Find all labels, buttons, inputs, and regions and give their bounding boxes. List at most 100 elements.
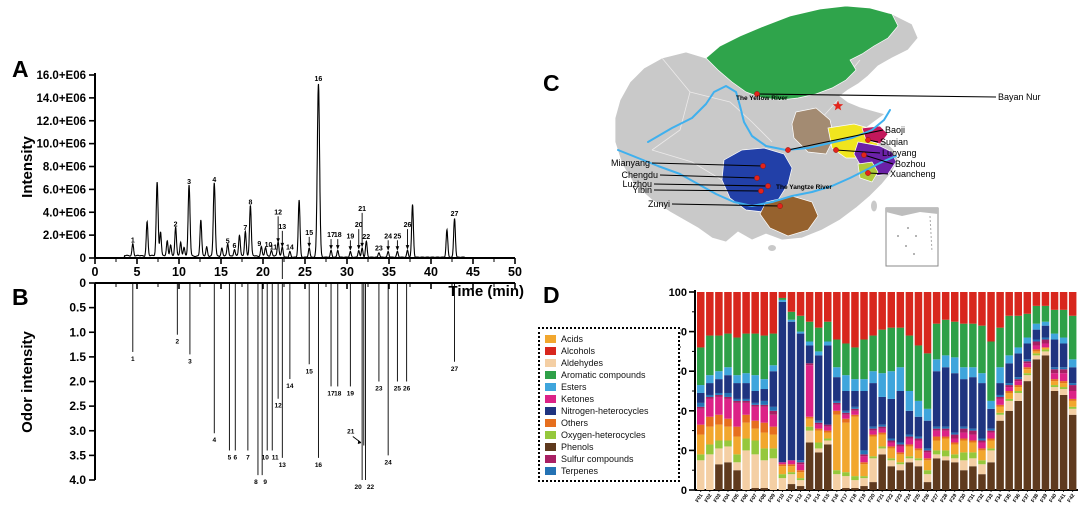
bar-segment <box>805 292 814 322</box>
bar-segment <box>724 392 732 397</box>
bar-segment <box>769 292 778 334</box>
bar-segment <box>860 476 868 479</box>
bar-segment <box>1014 387 1022 391</box>
bar-segment <box>869 436 877 457</box>
bar-segment <box>1014 377 1022 380</box>
bar-segment <box>1032 323 1041 330</box>
bar-segment <box>833 474 841 490</box>
bar-segment <box>760 422 768 433</box>
bar-segment <box>824 440 832 445</box>
bar-segment <box>969 440 977 443</box>
bar-segment <box>842 414 850 419</box>
bar-segment <box>869 458 877 483</box>
bar-segment <box>796 472 805 479</box>
legend-swatch <box>545 419 556 427</box>
bar-segment <box>941 428 950 431</box>
bar-segment <box>896 446 905 453</box>
city-marker-dot <box>865 170 871 176</box>
x-tick-label: 10 <box>172 265 186 279</box>
bar-segment <box>760 448 768 461</box>
bar-segment <box>697 347 705 386</box>
bar-segment <box>724 446 732 463</box>
chromatogram-plot: Intensity 0 5 10 15 20 25 30 35 40 45 5016.0+E0614… <box>19 70 522 279</box>
bar-segment <box>1014 292 1022 316</box>
bar-segment <box>1050 309 1059 334</box>
bar-category-label: F38 <box>1030 493 1040 504</box>
bar-segment <box>1023 313 1032 338</box>
stem-label: 13 <box>279 462 287 469</box>
legend-swatch <box>545 407 556 415</box>
bar-segment <box>706 383 714 395</box>
peak-label: 27 <box>451 211 459 218</box>
bar-segment <box>1014 385 1022 388</box>
bar-segment <box>796 478 805 481</box>
bar-segment <box>778 462 787 465</box>
bar-category-label: F15 <box>822 493 832 504</box>
bar-segment <box>778 464 787 467</box>
bar-segment <box>932 430 941 437</box>
city-marker-dot <box>833 147 839 153</box>
peak-label: 21 <box>358 206 366 213</box>
bar-segment <box>1005 391 1013 393</box>
bar-segment <box>923 458 932 461</box>
peak-label: 19 <box>346 233 354 240</box>
bar-segment <box>978 460 986 465</box>
city-marker-dot <box>754 175 760 181</box>
legend-label: Nitrogen-heterocycles <box>561 406 649 416</box>
bar-segment <box>914 345 923 401</box>
bar-category-label: F03 <box>713 493 723 504</box>
bar-segment <box>824 345 832 425</box>
bar-segment <box>1050 373 1059 380</box>
bar-segment <box>824 430 832 433</box>
stem-label: 20 <box>355 484 363 491</box>
bar-segment <box>951 321 959 358</box>
bar-segment <box>896 464 905 471</box>
city-marker-dot <box>765 183 771 189</box>
bar-segment <box>1059 369 1068 374</box>
bar-segment <box>878 446 886 449</box>
city-marker-dot <box>865 137 871 143</box>
bar-segment <box>878 424 886 427</box>
bar-segment <box>787 319 796 322</box>
bar-segment <box>751 391 759 403</box>
bar-segment <box>987 438 995 441</box>
bar-segment <box>878 428 886 433</box>
bar-segment <box>751 375 759 391</box>
bar-category-label: F35 <box>1003 493 1013 504</box>
bar-segment <box>760 335 768 380</box>
bar-segment <box>697 292 705 348</box>
bar-segment <box>697 406 705 409</box>
bar-segment <box>941 438 950 451</box>
city-leader-line <box>787 129 884 151</box>
bar-segment <box>1041 292 1050 306</box>
x-tick-label: 0 <box>92 265 99 279</box>
bar-segment <box>1050 333 1059 340</box>
bar-segment <box>923 448 932 451</box>
bar-category-label: F42 <box>1067 493 1077 504</box>
bar-segment <box>960 426 968 429</box>
x-tick-label: 25 <box>298 265 312 279</box>
stem-label: 21 <box>347 429 355 436</box>
bar-category-label: F01 <box>695 493 705 504</box>
peak-label: 23 <box>375 245 383 252</box>
y-tick-label: 6.0+E06 <box>43 184 86 196</box>
x-tick-label: 50 <box>508 265 522 279</box>
bar-segment <box>851 416 859 477</box>
bar-segment <box>941 319 950 356</box>
bar-segment <box>941 292 950 320</box>
bar-segment <box>932 359 941 372</box>
bar-segment <box>887 458 895 461</box>
y-tick-label: 16.0+E06 <box>36 70 86 82</box>
bar-segment <box>715 335 723 372</box>
bar-segment <box>1005 292 1013 316</box>
bar-segment <box>987 440 995 449</box>
bar-segment <box>941 426 950 429</box>
bar-segment <box>1041 355 1050 490</box>
legend-swatch <box>545 335 556 343</box>
bar-segment <box>760 404 768 407</box>
bar-segment <box>805 365 814 417</box>
bar-segment <box>814 420 823 423</box>
bar-segment <box>878 292 886 330</box>
bar-segment <box>960 379 968 427</box>
bar-segment <box>869 428 877 431</box>
